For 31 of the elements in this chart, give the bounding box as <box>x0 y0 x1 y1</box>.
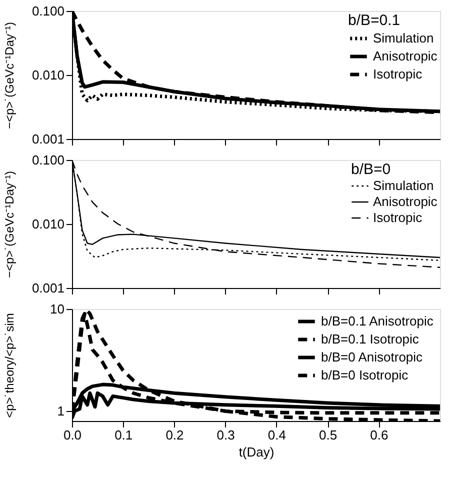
y-axis-title: <p>˙theory/<p>˙sim <box>2 313 16 418</box>
x-tick-label: 0.6 <box>370 428 388 442</box>
x-tick-label: 0.3 <box>216 428 235 442</box>
legend-label: b/B=0 Isotropic <box>321 368 409 382</box>
x-axis-title: t(Day) <box>238 444 274 460</box>
legend-label: Anisotropic <box>373 48 438 64</box>
legend-title: b/B=0 <box>351 161 391 178</box>
y-tick-label: 0.001 <box>32 132 64 146</box>
y-tick-label: 0.010 <box>32 68 64 82</box>
legend-label: Simulation <box>373 178 434 193</box>
legend-label: b/B=0.1 Isotropic <box>321 332 420 346</box>
y-tick-label: 0.100 <box>32 152 64 168</box>
y-tick-label: 10 <box>50 302 64 316</box>
legend-label: Anisotropic <box>373 194 438 209</box>
legend-label: b/B=0.1 Anisotropic <box>321 314 434 328</box>
y-tick-label: 0.100 <box>32 4 64 18</box>
legend-label: b/B=0 Anisotropic <box>321 350 424 364</box>
legend-label: Simulation <box>373 30 434 46</box>
x-tick-label: 0.2 <box>166 428 184 442</box>
x-tick-label: 0.4 <box>268 428 286 442</box>
y-axis-title: −<p>˙(GeVc⁻¹Day⁻¹) <box>2 22 16 130</box>
legend-label: Isotropic <box>373 66 423 82</box>
x-tick-label: 0.5 <box>319 428 338 442</box>
x-tick-label: 0.0 <box>63 428 82 442</box>
legend-label: Isotropic <box>373 210 423 225</box>
legend-title: b/B=0.1 <box>348 12 400 29</box>
x-tick-label: 0.1 <box>114 428 133 442</box>
y-tick-label: 0.001 <box>32 280 64 296</box>
y-tick-label: 1 <box>57 404 64 419</box>
y-tick-label: 0.010 <box>32 216 64 232</box>
y-axis-title: −<p>˙(GeVc⁻¹Day⁻¹) <box>2 170 16 278</box>
